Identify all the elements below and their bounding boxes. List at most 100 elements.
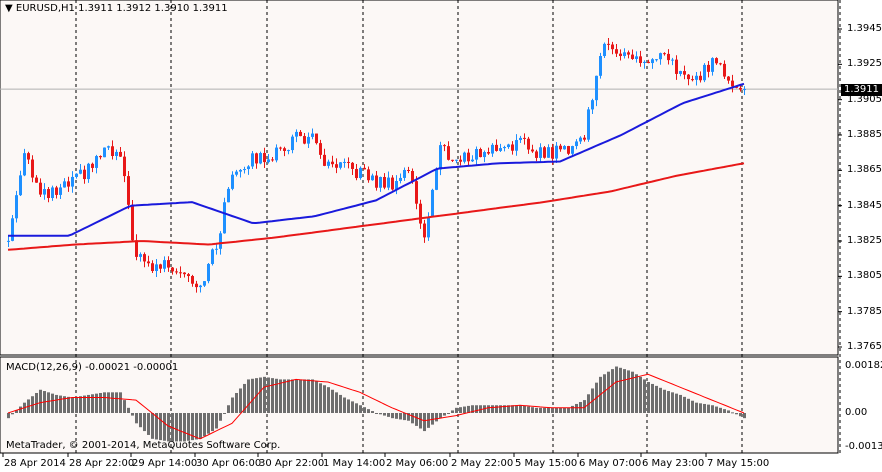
macd-histogram-bar: [91, 394, 94, 413]
macd-histogram-bar: [659, 387, 662, 413]
candle-body: [599, 56, 602, 76]
candle-body: [519, 137, 522, 141]
candle-body: [171, 267, 174, 272]
candle-body: [159, 264, 162, 269]
macd-histogram-bar: [259, 377, 262, 413]
candle-body: [511, 144, 514, 151]
macd-histogram-bar: [227, 405, 230, 413]
candle-body: [239, 169, 242, 172]
macd-histogram-bar: [351, 401, 354, 413]
macd-histogram-bar: [471, 405, 474, 413]
candle-body: [663, 53, 666, 55]
candle-body: [111, 146, 114, 156]
symbol-label: EURUSD,H1: [15, 3, 75, 14]
chart-title: ▼ EURUSD,H1 1.3911 1.3912 1.3910 1.3911: [5, 3, 228, 14]
macd-histogram-bar: [247, 379, 250, 413]
time-tick-label: 6 May 23:00: [642, 458, 705, 469]
candle-body: [647, 61, 650, 64]
macd-histogram-bar: [387, 413, 390, 417]
time-tick-label: 30 Apr 06:00: [196, 458, 262, 469]
candle-body: [259, 153, 262, 164]
price-tick-label: 1.3925: [847, 58, 882, 70]
candle-body: [627, 52, 630, 55]
macd-histogram-bar: [539, 407, 542, 413]
candle-body: [327, 161, 330, 166]
candle-body: [147, 261, 150, 264]
macd-histogram-bar: [379, 413, 382, 415]
candle-body: [411, 170, 414, 182]
candle-body: [475, 148, 478, 160]
candle-body: [391, 177, 394, 190]
ohlc-readout: 1.3911 1.3912 1.3910 1.3911: [78, 3, 228, 14]
macd-histogram-bar: [291, 379, 294, 413]
time-tick-label: 7 May 15:00: [707, 458, 770, 469]
macd-histogram-bar: [239, 388, 242, 413]
macd-histogram-bar: [99, 392, 102, 413]
candle-body: [15, 195, 18, 219]
candle-body: [591, 100, 594, 110]
candle-body: [35, 177, 38, 183]
macd-histogram-bar: [283, 379, 286, 413]
macd-histogram-bar: [15, 410, 18, 413]
price-tick-label: 1.3825: [847, 235, 882, 246]
candle-body: [167, 260, 170, 268]
macd-histogram-bar: [287, 379, 290, 413]
macd-histogram-bar: [47, 392, 50, 413]
candle-body: [467, 152, 470, 162]
macd-histogram-bar: [439, 413, 442, 419]
candle-body: [331, 161, 334, 165]
candle-body: [59, 187, 62, 195]
candle-body: [351, 162, 354, 169]
macd-histogram-bar: [243, 383, 246, 413]
candle-body: [115, 151, 118, 156]
macd-histogram-bar: [431, 413, 434, 425]
candle-body: [311, 133, 314, 137]
candle-body: [563, 146, 566, 150]
macd-histogram-bar: [715, 406, 718, 413]
macd-histogram-bar: [631, 371, 634, 413]
price-tick-label: 1.3885: [847, 129, 882, 140]
candle-body: [523, 137, 526, 139]
macd-histogram-bar: [703, 403, 706, 413]
candle-body: [359, 167, 362, 179]
macd-tick-label: 0.00182: [845, 360, 882, 371]
macd-histogram-bar: [495, 405, 498, 413]
candle-body: [231, 174, 234, 189]
macd-histogram-bar: [727, 410, 730, 413]
macd-histogram-bar: [107, 392, 110, 413]
triangle-down-icon[interactable]: ▼: [5, 3, 13, 14]
macd-histogram-bar: [527, 406, 530, 413]
macd-histogram-bar: [211, 413, 214, 432]
candle-body: [355, 168, 358, 179]
candle-body: [223, 202, 226, 234]
candle-body: [71, 176, 74, 187]
candle-body: [379, 176, 382, 188]
macd-histogram-bar: [363, 407, 366, 413]
candle-body: [739, 87, 742, 90]
candle-body: [635, 56, 638, 59]
candle-body: [127, 176, 130, 205]
candle-body: [139, 254, 142, 257]
candle-body: [731, 80, 734, 87]
macd-histogram-bar: [159, 413, 162, 441]
macd-histogram-bar: [359, 405, 362, 413]
time-tick-label: 5 May 15:00: [515, 458, 578, 469]
candle-body: [347, 161, 350, 163]
macd-histogram-bar: [307, 379, 310, 413]
candle-body: [195, 283, 198, 288]
candle-body: [263, 153, 266, 163]
candle-body: [507, 144, 510, 148]
macd-histogram-bar: [327, 387, 330, 413]
price-tick-label: 1.3785: [847, 305, 882, 317]
time-tick-label: 28 Apr 2014: [4, 458, 66, 469]
candle-body: [543, 147, 546, 158]
macd-histogram-bar: [31, 396, 34, 413]
macd-histogram-bar: [675, 393, 678, 413]
candle-body: [667, 53, 670, 61]
candle-body: [423, 223, 426, 238]
macd-histogram-bar: [711, 405, 714, 413]
candle-body: [535, 151, 538, 158]
macd-histogram-bar: [567, 407, 570, 413]
candle-body: [55, 187, 58, 195]
